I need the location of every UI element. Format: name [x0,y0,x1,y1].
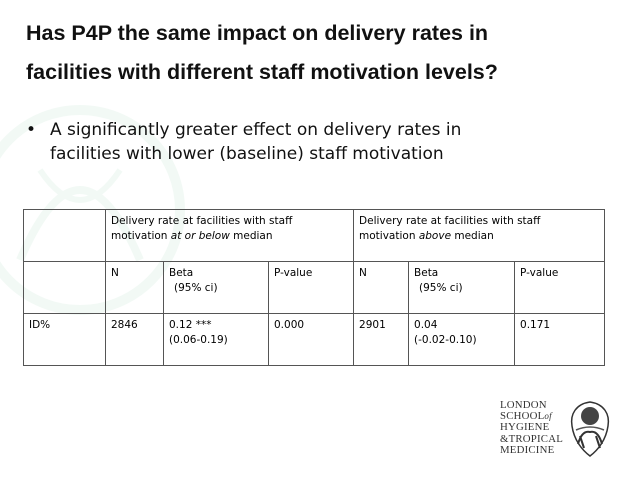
cell-beta-ci: (0.06-0.19) [169,334,228,346]
group-header-suffix: median [229,230,273,242]
column-header-beta: Beta (95% ci) [408,261,516,314]
logo-line: LONDON [500,399,547,411]
logo-line: MEDICINE [500,443,555,456]
cell-n-above: 2901 [353,313,410,366]
row-label: ID% [23,313,106,366]
column-header-n: N [353,261,410,314]
bullet-text-line-1: A significantly greater effect on delive… [50,120,462,140]
table-row: ID% 2846 0.12 *** (0.06-0.19) 0.000 2901… [23,313,606,366]
slide-title-line-1: Has P4P the same impact on delivery rate… [26,21,489,45]
column-header-beta: Beta (95% ci) [163,261,269,314]
bullet-text: A significantly greater effect on delive… [50,118,461,166]
group-header-below-median: Delivery rate at facilities with staff m… [104,209,355,262]
group-header-text: Delivery rate at facilities with staff m… [359,215,541,242]
results-table: Delivery rate at facilities with staff m… [23,209,606,366]
logo-line: HYGIENE [500,421,550,434]
cell-beta-value: 0.12 *** [169,319,212,331]
column-header-beta-label: Beta [169,267,194,279]
table-cell-empty [23,209,106,262]
group-header-text: Delivery rate at facilities with staff m… [111,215,293,242]
cell-pvalue-below: 0.000 [267,313,355,366]
logo-word: SCHOOL [500,410,545,423]
column-header-beta-label: Beta [414,267,439,279]
column-header-beta-ci: (95% ci) [174,282,218,294]
cell-pvalue-above: 0.171 [514,313,606,366]
group-header-emphasis: at or below [170,230,230,242]
slide-title-line-2: facilities with different staff motivati… [26,60,498,84]
group-header-emphasis: above [418,230,452,242]
logo-line: &TROPICAL [500,432,563,445]
table-cell-empty [23,261,106,314]
group-header-suffix: median [451,230,494,242]
cell-n-below: 2846 [105,313,164,366]
bullet-point: • A significantly greater effect on deli… [26,118,586,166]
column-header-pvalue: P-value [267,261,355,314]
column-header-beta-ci: (95% ci) [419,282,463,294]
crest-icon [570,401,610,457]
logo-line: SCHOOLof [500,411,562,422]
logo-word: of [544,411,552,422]
lshtm-logo: LONDON SCHOOLof HYGIENE &TROPICAL MEDICI… [500,399,620,462]
cell-beta-below: 0.12 *** (0.06-0.19) [163,313,269,366]
column-header-n: N [105,261,164,314]
bullet-icon: • [26,120,37,140]
cell-beta-ci: (-0.02-0.10) [414,334,477,346]
cell-beta-above: 0.04 (-0.02-0.10) [408,313,516,366]
column-header-pvalue: P-value [514,261,606,314]
slide-title: Has P4P the same impact on delivery rate… [26,14,626,92]
logo-text: LONDON SCHOOLof HYGIENE &TROPICAL MEDICI… [500,399,563,456]
group-header-above-median: Delivery rate at facilities with staff m… [353,209,606,262]
cell-beta-value: 0.04 [414,319,438,331]
table-header-row: Delivery rate at facilities with staff m… [23,209,606,262]
bullet-text-line-2: facilities with lower (baseline) staff m… [50,144,444,164]
table-subheader-row: N Beta (95% ci) P-value N Beta (95% ci) … [23,261,606,314]
